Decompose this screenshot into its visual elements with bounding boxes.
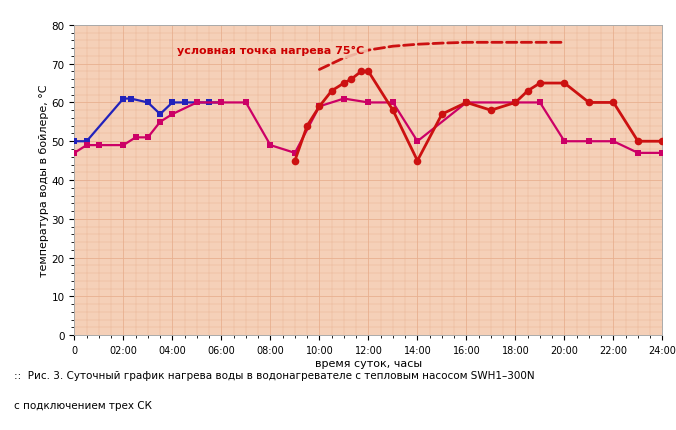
Text: с подключением трех СК: с подключением трех СК [14, 400, 151, 410]
Text: условная точка нагрева 75°C: условная точка нагрева 75°C [177, 46, 364, 56]
Text: ::  Рис. 3. Суточный график нагрева воды в водонагревателе с тепловым насосом SW: :: Рис. 3. Суточный график нагрева воды … [14, 370, 534, 380]
X-axis label: время суток, часы: время суток, часы [315, 358, 422, 368]
Y-axis label: температура воды в бойлере, °C: температура воды в бойлере, °C [39, 85, 49, 276]
